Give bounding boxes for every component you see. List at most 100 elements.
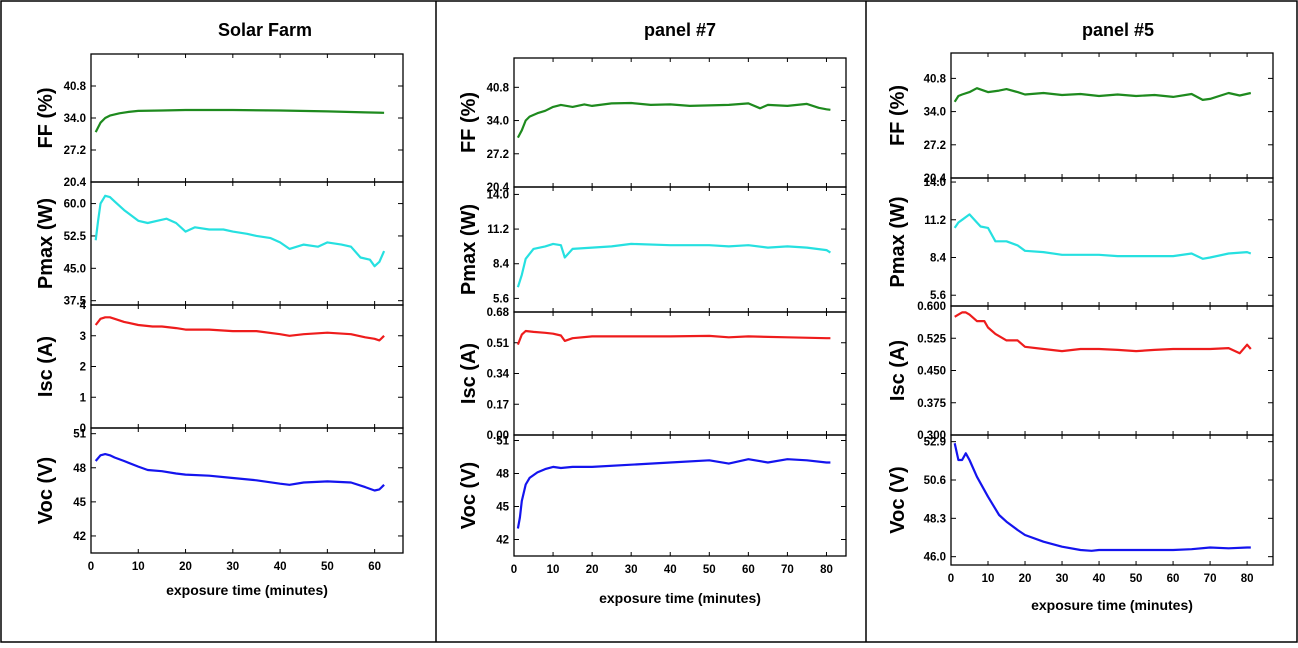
y-tick-label: 14.0 [924, 177, 946, 189]
chart-title: panel #5 [1082, 20, 1154, 40]
y-tick-label: 11.2 [487, 224, 509, 236]
plot-frame [950, 52, 1274, 179]
y-tick-label: 0.375 [917, 398, 946, 410]
subplot: 20.4 27.2 34.0 40.8 FF (%) [35, 53, 404, 189]
y-tick-label: 51 [73, 429, 86, 441]
y-tick-label: 3 [80, 331, 86, 343]
plot-frame [950, 305, 1274, 436]
x-tick-label: 20 [1019, 573, 1032, 585]
y-tick-label: 40.8 [64, 81, 87, 93]
series-line [516, 329, 831, 345]
y-tick-label: 40.8 [487, 82, 510, 94]
y-tick-label: 20.4 [487, 182, 510, 194]
plot-frame [513, 186, 847, 313]
y-tick-label: 20.4 [924, 173, 947, 185]
y-tick-label: 52.9 [924, 437, 946, 449]
x-tick-label: 30 [625, 564, 638, 576]
series-line [953, 443, 1251, 552]
y-axis-label: Pmax (W) [887, 196, 909, 287]
series-line [94, 453, 385, 492]
x-tick-label: 0 [88, 561, 94, 573]
plot-frame [513, 434, 847, 557]
y-tick-label: 1 [80, 392, 87, 404]
plot-frame [513, 57, 847, 188]
subplot: 5.6 8.4 11.2 14.0 Pmax (W) [458, 186, 847, 313]
plot-frame [90, 53, 404, 183]
subplot: 42 45 48 51 Voc (V) [35, 427, 404, 554]
x-tick-label: 60 [742, 564, 755, 576]
y-tick-label: 46.0 [924, 552, 946, 564]
series-line [516, 101, 831, 139]
plot-frame [90, 304, 404, 429]
y-tick-label: 37.5 [64, 296, 87, 308]
y-tick-label: 8.4 [930, 252, 947, 264]
y-tick-label: 48.3 [924, 513, 946, 525]
series-line [94, 316, 385, 342]
y-tick-label: 42 [73, 531, 86, 543]
x-axis-label: exposure time (minutes) [1031, 597, 1193, 613]
x-tick-label: 10 [547, 564, 560, 576]
y-tick-label: 2 [80, 362, 86, 374]
x-tick-label: 0 [511, 564, 517, 576]
y-axis-label: FF (%) [458, 92, 480, 153]
x-tick-label: 50 [703, 564, 716, 576]
y-axis-label: Pmax (W) [458, 204, 480, 295]
y-tick-label: 27.2 [924, 140, 946, 152]
y-axis-label: Pmax (W) [35, 198, 57, 289]
subplot: 20.4 27.2 34.0 40.8 FF (%) [887, 52, 1274, 185]
y-tick-label: 5.6 [930, 290, 946, 302]
series-line [953, 87, 1252, 103]
y-tick-label: 0.450 [917, 366, 946, 378]
subplot: 42 45 48 51 Voc (V) [458, 434, 847, 557]
y-axis-label: Isc (A) [887, 340, 909, 401]
series-line [516, 242, 831, 288]
series-line [954, 311, 1252, 355]
chart-title: Solar Farm [218, 20, 312, 40]
x-tick-label: 70 [1204, 573, 1217, 585]
y-tick-label: 0.51 [487, 338, 510, 350]
y-axis-label: Voc (V) [35, 457, 57, 524]
plot-frame [90, 427, 404, 554]
subplot: 46.0 48.3 50.6 52.9 Voc (V) [887, 434, 1274, 566]
y-tick-label: 27.2 [487, 149, 509, 161]
y-tick-label: 52.5 [64, 231, 87, 243]
y-axis-label: Voc (V) [887, 466, 909, 533]
subplot: 0 1 2 3 4 Isc (A) [35, 300, 404, 435]
x-tick-label: 0 [948, 573, 954, 585]
y-tick-label: 34.0 [487, 116, 509, 128]
x-tick-label: 60 [368, 561, 381, 573]
y-tick-label: 51 [496, 436, 509, 448]
y-tick-label: 0.17 [487, 399, 509, 411]
y-tick-label: 48 [73, 463, 86, 475]
y-tick-label: 40.8 [924, 73, 947, 85]
x-tick-label: 50 [321, 561, 334, 573]
y-tick-label: 48 [496, 469, 509, 481]
x-tick-label: 30 [1056, 573, 1069, 585]
y-tick-label: 11.2 [924, 215, 946, 227]
subplot: 0.300 0.375 0.450 0.525 0.600 Isc (A) [887, 301, 1274, 442]
y-axis-label: FF (%) [887, 85, 909, 146]
y-tick-label: 42 [496, 535, 509, 547]
y-tick-label: 34.0 [924, 107, 946, 119]
x-tick-label: 60 [1167, 573, 1180, 585]
y-tick-label: 20.4 [64, 177, 87, 189]
chart-column: panel #5 20.4 27.2 34.0 40.8 FF (%) 5.6 8.4 11.2… [887, 20, 1274, 613]
chart-column: Solar Farm 20.4 27.2 34.0 40.8 FF (%) 37.5 45.0… [35, 20, 404, 598]
y-tick-label: 0.600 [917, 301, 946, 313]
x-tick-label: 70 [781, 564, 794, 576]
series-line [516, 458, 831, 529]
y-tick-label: 0.525 [917, 333, 946, 345]
y-tick-label: 5.6 [493, 293, 509, 305]
chart-title: panel #7 [644, 20, 716, 40]
x-tick-label: 20 [586, 564, 599, 576]
y-axis-label: FF (%) [35, 87, 57, 148]
y-tick-label: 45.0 [64, 263, 86, 275]
series-line [953, 213, 1252, 260]
x-tick-label: 10 [132, 561, 145, 573]
y-tick-label: 8.4 [493, 259, 510, 271]
subplot: 5.6 8.4 11.2 14.0 Pmax (W) [887, 177, 1274, 307]
y-tick-label: 50.6 [924, 475, 946, 487]
